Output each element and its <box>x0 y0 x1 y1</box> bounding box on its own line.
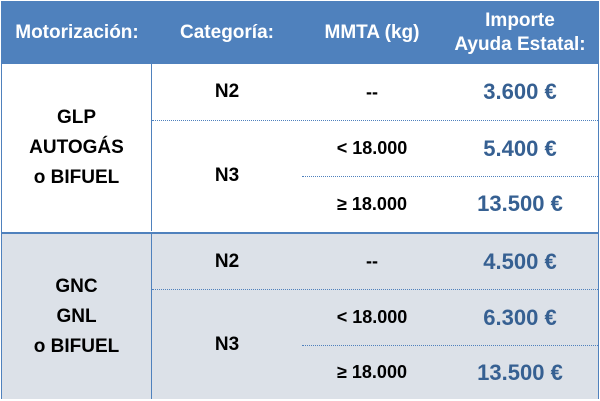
group-gnc: GNC GNL o BIFUEL N2 -- 4.500 € N3 < 18.0… <box>2 232 598 399</box>
motor-line: o BIFUEL <box>33 335 120 357</box>
categoria-cell: N2 <box>214 81 240 102</box>
motor-line: GNL <box>56 305 97 327</box>
importe-cell: 5.400 € <box>483 135 557 161</box>
motor-line: o BIFUEL <box>33 166 120 188</box>
row-divider <box>152 289 598 290</box>
motorizacion-cell: GLP AUTOGÁS o BIFUEL <box>2 64 152 231</box>
importe-cell: 4.500 € <box>483 248 557 274</box>
mmta-cell: ≥ 18.000 <box>337 362 407 382</box>
motor-line: AUTOGÁS <box>29 136 124 158</box>
importe-cell: 6.300 € <box>483 304 557 330</box>
row-divider <box>152 120 598 121</box>
mmta-cell: < 18.000 <box>336 307 408 327</box>
categoria-cell: N2 <box>214 250 240 272</box>
categoria-cell: N3 <box>214 333 240 355</box>
group-glp: GLP AUTOGÁS o BIFUEL N2 -- 3.600 € N3 < … <box>2 64 598 231</box>
motorizacion-cell: GNC GNL o BIFUEL <box>2 234 152 399</box>
header-motorizacion: Motorización: <box>15 22 139 43</box>
categoria-cell: N3 <box>214 165 240 186</box>
header-importe-line1: Importe <box>485 10 555 31</box>
mmta-cell: -- <box>366 251 378 271</box>
importe-cell: 13.500 € <box>477 359 563 385</box>
importe-cell: 3.600 € <box>483 79 557 104</box>
mmta-cell: ≥ 18.000 <box>337 193 407 214</box>
motor-line: GNC <box>55 275 98 297</box>
motor-line: GLP <box>56 106 97 128</box>
mmta-cell: < 18.000 <box>336 138 408 158</box>
mmta-cell: -- <box>366 81 378 102</box>
importe-cell: 13.500 € <box>477 191 563 216</box>
row-divider <box>302 345 598 346</box>
header-importe: Importe Ayuda Estatal: <box>442 2 598 64</box>
header-mmta: MMTA (kg) <box>324 22 420 43</box>
header-importe-line2: Ayuda Estatal: <box>454 34 586 55</box>
row-divider <box>302 176 598 177</box>
header-categoria: Categoría: <box>180 22 274 43</box>
table-header: Motorización: Categoría: MMTA (kg) Impor… <box>2 2 598 64</box>
